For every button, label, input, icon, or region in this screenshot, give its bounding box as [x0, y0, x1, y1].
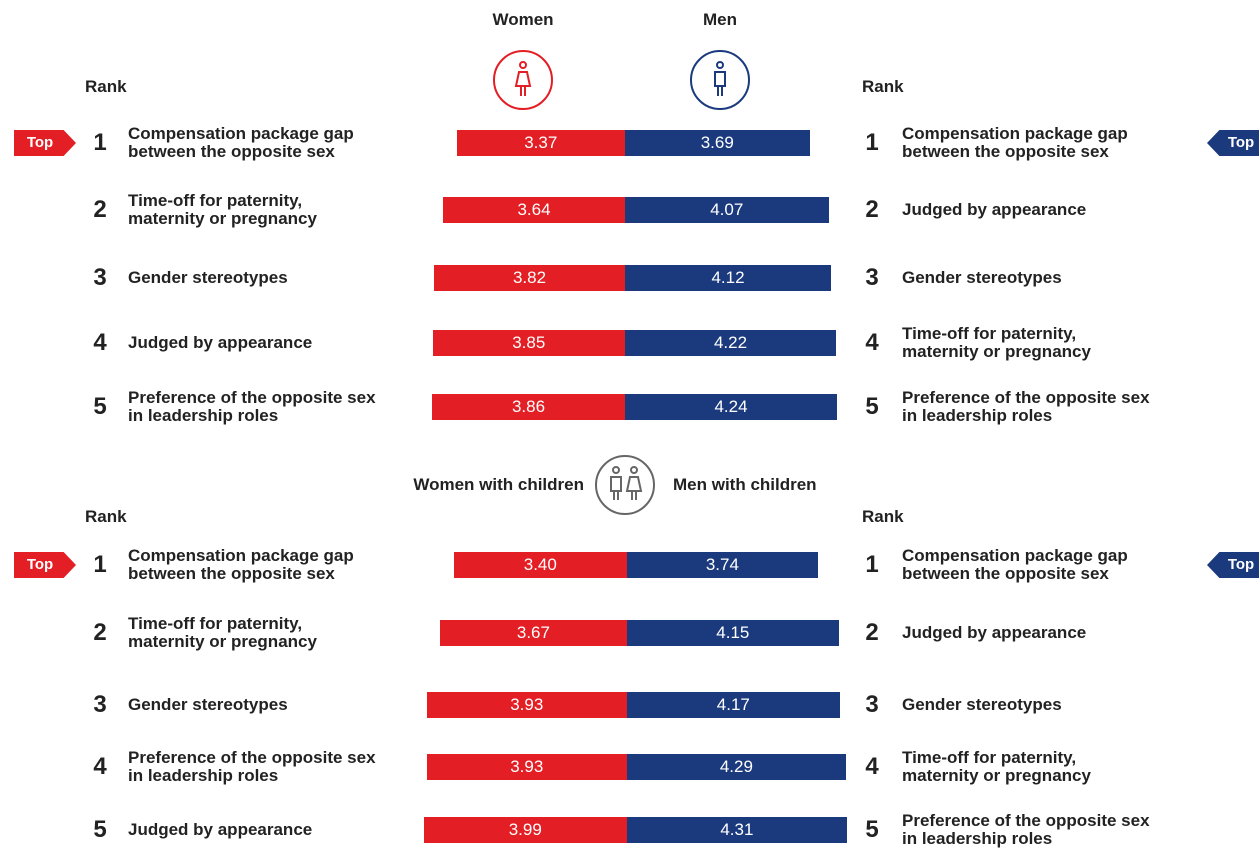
category-label: Time-off for paternity, maternity or pre… [902, 324, 1091, 361]
category-label: Judged by appearance [128, 820, 313, 839]
bar: 4.12 [625, 265, 831, 291]
rank-number: 2 [865, 196, 879, 223]
value-label: 3.37 [524, 133, 558, 152]
bar: 3.85 [432, 330, 625, 356]
category-label: Gender stereotypes [128, 695, 288, 714]
rank-number: 4 [865, 329, 879, 356]
category-label: Judged by appearance [902, 623, 1087, 642]
rank-header: Rank [85, 77, 127, 96]
rank-number: 4 [93, 753, 107, 780]
rank-number: 1 [865, 129, 879, 156]
rank-number: 3 [93, 264, 107, 291]
bar: 3.82 [434, 265, 625, 291]
bar: 4.24 [625, 394, 837, 420]
series-name: Women with children [413, 475, 584, 494]
value-label: 3.86 [511, 397, 546, 416]
bar: 3.74 [627, 552, 818, 578]
rank-number: 1 [93, 551, 107, 578]
rank-number: 1 [93, 129, 107, 156]
category-label: Judged by appearance [902, 200, 1087, 219]
bar: 3.99 [423, 817, 627, 843]
category-label: Time-off for paternity, maternity or pre… [128, 614, 317, 651]
rank-header: Rank [862, 507, 904, 526]
category-label: Compensation package gap between the opp… [902, 124, 1128, 161]
category-label: Judged by appearance [128, 333, 313, 352]
rank-number: 1 [865, 551, 879, 578]
value-label: 3.69 [700, 133, 734, 152]
value-label: 3.93 [510, 695, 544, 714]
top-tag: Top [1207, 552, 1259, 578]
bar: 3.93 [426, 692, 627, 718]
category-label: Preference of the opposite sex in leader… [128, 388, 376, 425]
bar: 4.22 [625, 330, 836, 356]
rank-number: 5 [93, 393, 107, 420]
bar: 3.40 [453, 552, 627, 578]
bar: 4.31 [627, 817, 847, 843]
category-label: Compensation package gap between the opp… [902, 546, 1128, 583]
value-label: 4.17 [716, 695, 750, 714]
value-label: 4.29 [719, 757, 753, 776]
top-tag: Top [14, 130, 76, 156]
category-label: Preference of the opposite sex in leader… [902, 811, 1150, 848]
value-label: 4.22 [713, 333, 748, 352]
rank-number: 2 [865, 619, 879, 646]
series-name: Men [703, 10, 737, 29]
women-icon [493, 50, 553, 110]
value-label: 3.74 [705, 555, 739, 574]
parents-icon [595, 455, 655, 515]
rank-header: Rank [85, 507, 127, 526]
value-label: 4.07 [710, 200, 744, 219]
rank-number: 5 [93, 816, 107, 843]
bar: 3.67 [439, 620, 627, 646]
category-label: Gender stereotypes [902, 268, 1062, 287]
series-name: Women [492, 10, 554, 29]
bar: 4.07 [625, 197, 829, 223]
bar: 4.17 [627, 692, 840, 718]
category-label: Gender stereotypes [902, 695, 1062, 714]
value-label: 4.31 [720, 820, 754, 839]
bar: 3.64 [443, 197, 625, 223]
top-tag: Top [1207, 130, 1259, 156]
rank-number: 4 [865, 753, 879, 780]
rank-header: Rank [862, 77, 904, 96]
value-label: 3.40 [523, 555, 557, 574]
value-label: 3.64 [517, 200, 551, 219]
value-label: 3.67 [516, 623, 550, 642]
rank-number: 2 [93, 619, 107, 646]
category-label: Preference of the opposite sex in leader… [902, 388, 1150, 425]
category-label: Compensation package gap between the opp… [128, 546, 354, 583]
category-label: Compensation package gap between the opp… [128, 124, 354, 161]
value-label: 3.99 [508, 820, 542, 839]
value-label: 4.15 [716, 623, 750, 642]
value-label: 3.82 [512, 268, 547, 287]
rank-number: 2 [93, 196, 107, 223]
value-label: 4.24 [714, 397, 748, 416]
bar: 3.93 [426, 754, 627, 780]
value-label: 3.93 [510, 757, 544, 776]
category-label: Gender stereotypes [128, 268, 288, 287]
bar: 4.29 [627, 754, 846, 780]
category-label: Time-off for paternity, maternity or pre… [902, 748, 1091, 785]
value-label: 3.85 [512, 333, 546, 352]
bar: 3.69 [625, 130, 810, 156]
rank-number: 3 [93, 691, 107, 718]
bar: 4.15 [627, 620, 839, 646]
rank-number: 3 [865, 691, 879, 718]
rank-number: 5 [865, 393, 879, 420]
value-label: 4.12 [711, 268, 745, 287]
series-name: Men with children [673, 475, 817, 494]
bar: 3.37 [456, 130, 625, 156]
rank-number: 3 [865, 264, 879, 291]
category-label: Preference of the opposite sex in leader… [128, 748, 376, 785]
bar: 3.86 [432, 394, 625, 420]
men-icon [690, 50, 750, 110]
rank-number: 5 [865, 816, 879, 843]
rank-number: 4 [93, 329, 107, 356]
top-tag: Top [14, 552, 76, 578]
category-label: Time-off for paternity, maternity or pre… [128, 191, 317, 228]
